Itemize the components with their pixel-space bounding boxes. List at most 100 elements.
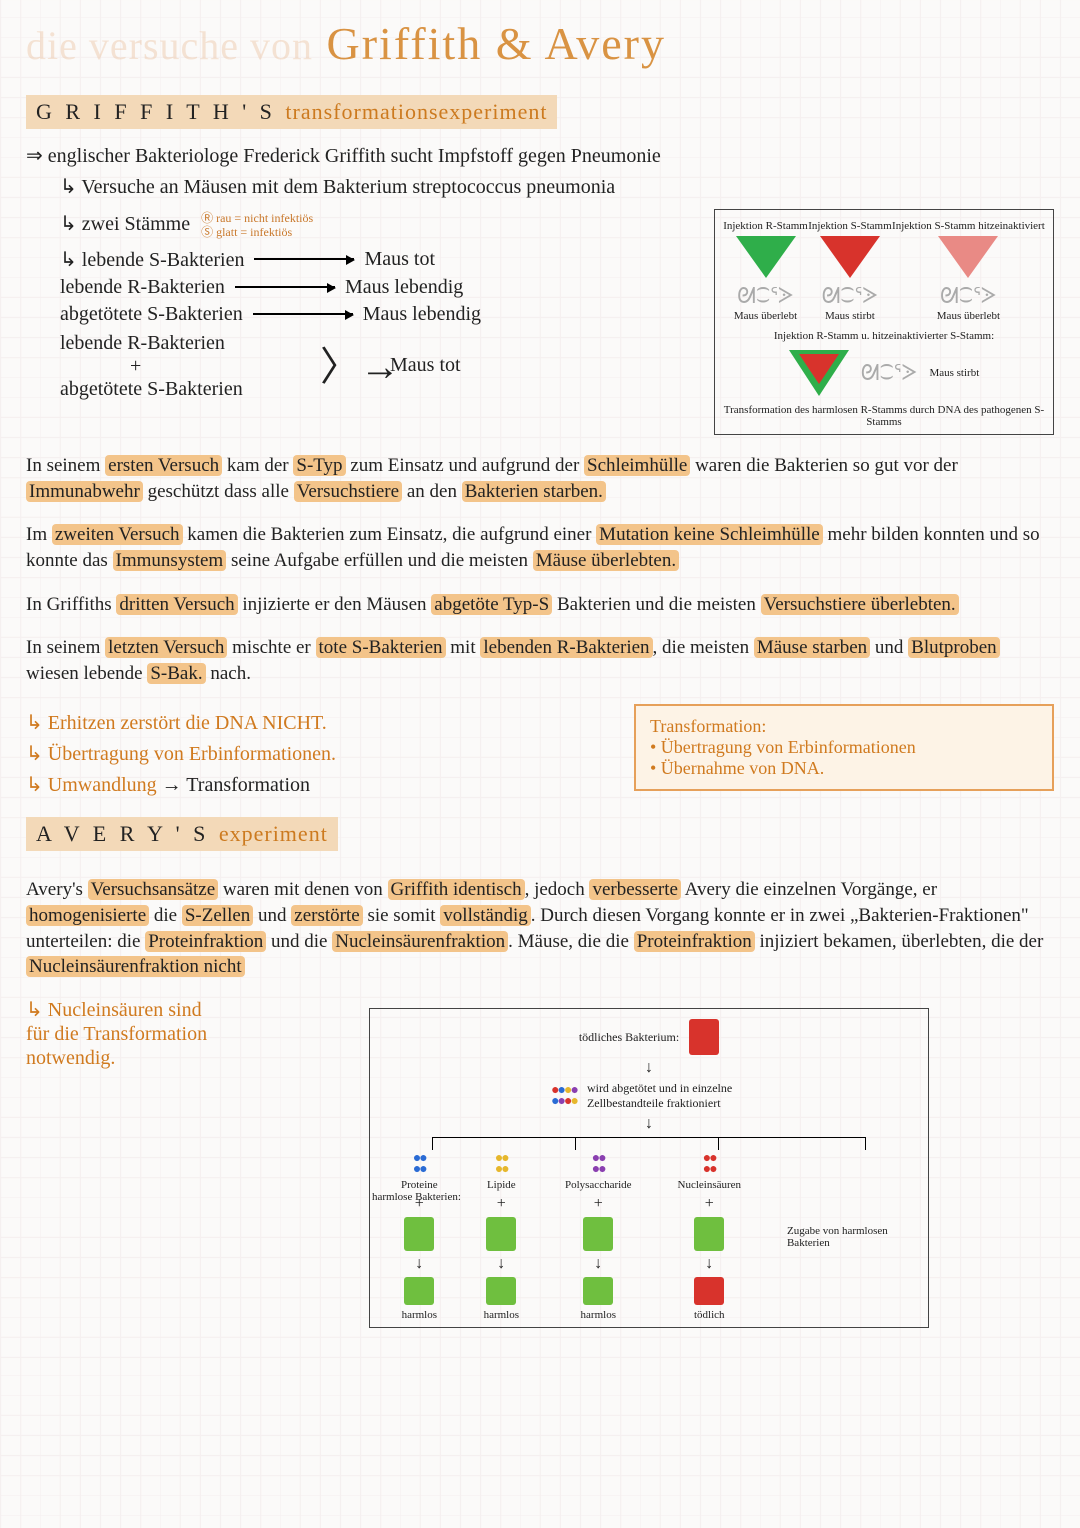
avery-sidenote: ↳ Nucleinsäuren sind für die Transformat… (26, 998, 226, 1070)
defbox-item: • Übertragung von Erbinformationen (650, 737, 1038, 758)
triangle-icon (938, 236, 998, 278)
dots-icon: ●●●● (413, 1153, 426, 1175)
diag-label: Injektion R-Stamm (723, 220, 808, 232)
frac-label: Lipide (487, 1179, 516, 1191)
diag-col: Injektion R-Stamm ᘛ⁐ᕐᐷ Maus überlebt (723, 220, 808, 322)
down-arrow-icon: ↓ (705, 1255, 713, 1273)
frac-label: Proteine (401, 1179, 438, 1191)
result-row: abgetötete S-Bakterien Maus lebendig (60, 303, 684, 326)
green-block-icon (694, 1217, 724, 1251)
griffith-para1: In seinem ersten Versuch kam der S-Typ z… (26, 453, 1054, 504)
avery-top-label: tödliches Bakterium: (579, 1030, 679, 1045)
avery-col: ●●●● Nucleinsäuren + ↓ tödlich (678, 1153, 742, 1321)
result-left: abgetötete S-Bakterien (60, 303, 243, 326)
diag-col: Injektion S-Stamm ᘛ⁐ᕐᐷ Maus stirbt (808, 220, 891, 322)
red-block-icon (689, 1019, 719, 1055)
result-right: Maus lebendig (363, 303, 481, 326)
stamm-s: Ⓢ glatt = infektiös (201, 226, 313, 239)
frac-label: Nucleinsäuren (678, 1179, 742, 1191)
concl-line: Übertragung von Erbinformationen. (26, 741, 604, 766)
title: die versuche von Griffith & Avery (26, 16, 1054, 71)
result-label: harmlos (581, 1309, 616, 1321)
green-block-icon (404, 1217, 434, 1251)
mouse-icon: ᘛ⁐ᕐᐷ (737, 286, 794, 306)
griffith-line3: zwei Stämme Ⓡ rau = nicht infektiös Ⓢ gl… (60, 211, 684, 239)
arrow-icon (254, 258, 354, 260)
result-label: harmlos (484, 1309, 519, 1321)
harmless-label: harmlose Bakterien: (372, 1191, 461, 1203)
diag-label: Injektion S-Stamm hitzeinaktiviert (892, 220, 1045, 232)
dots-icon: ●●●●●●●● (551, 1085, 577, 1107)
title-main: Griffith & Avery (327, 18, 666, 69)
griffith-line2: Versuche an Mäusen mit dem Bakterium str… (60, 174, 1054, 199)
mix-outcome: Maus stirbt (929, 367, 979, 379)
griffith-para4: In seinem letzten Versuch mischte er tot… (26, 635, 1054, 686)
diag-col: Injektion S-Stamm hitzeinaktiviert ᘛ⁐ᕐᐷ … (892, 220, 1045, 322)
result-right: Maus lebendig (345, 276, 463, 299)
result-left: lebende S-Bakterien (60, 247, 244, 272)
mouse-icon: ᘛ⁐ᕐᐷ (940, 286, 997, 306)
result-label: tödlich (694, 1309, 725, 1321)
griffith-para3: In Griffiths dritten Versuch injizierte … (26, 592, 1054, 618)
avery-header-caps: A V E R Y ' S (36, 821, 209, 846)
mouse-icon: ᘛ⁐ᕐᐷ (861, 363, 918, 383)
concl-line: Erhitzen zerstört die DNA NICHT. (26, 710, 604, 735)
dots-icon: ●●●● (592, 1153, 605, 1175)
two-strains-text: zwei Stämme (82, 213, 190, 235)
concl-line: Umwandlung → Transformation (26, 772, 604, 797)
plus-icon: + (705, 1195, 714, 1213)
green-block-icon (404, 1277, 434, 1305)
defbox-title: Transformation: (650, 716, 1038, 737)
brace-icon: 〉→ (320, 334, 400, 392)
diag-footer: Transformation des harmlosen R-Stamms du… (723, 404, 1045, 428)
red-block-icon (694, 1277, 724, 1305)
plus-icon: + (497, 1195, 506, 1213)
arrow-icon (253, 313, 353, 315)
diag-outcome: Maus überlebt (734, 310, 797, 322)
page: die versuche von Griffith & Avery G R I … (0, 0, 1080, 1358)
dots-icon: ●●●● (495, 1153, 508, 1175)
triangle-icon (736, 236, 796, 278)
griffith-para2: Im zweiten Versuch kamen die Bakterien z… (26, 522, 1054, 573)
griffith-line1: englischer Bakteriologe Frederick Griffi… (26, 143, 1054, 168)
triangle-icon (820, 236, 880, 278)
avery-header: A V E R Y ' S experiment (26, 817, 338, 851)
avery-para: Avery's Versuchsansätze waren mit denen … (26, 877, 1054, 980)
diag-label: Injektion S-Stamm (808, 220, 891, 232)
green-block-icon (486, 1217, 516, 1251)
green-block-icon (583, 1277, 613, 1305)
defbox-item: • Übernahme von DNA. (650, 758, 1038, 779)
add-label: Zugabe von harmlosen Bakterien (787, 1225, 897, 1249)
results-list: lebende S-Bakterien Maus tot lebende R-B… (60, 247, 684, 401)
result-row: lebende R-Bakterien Maus lebendig (60, 276, 684, 299)
result-row: lebende S-Bakterien Maus tot (60, 247, 684, 272)
avery-col: ●●●● Proteine + ↓ harmlos (401, 1153, 438, 1321)
diag-outcome: Maus überlebt (937, 310, 1000, 322)
dots-icon: ●●●● (703, 1153, 716, 1175)
arrow-icon (235, 286, 335, 288)
down-arrow-icon: ↓ (497, 1255, 505, 1273)
green-block-icon (486, 1277, 516, 1305)
griffith-header: G R I F F I T H ' S transformationsexper… (26, 95, 557, 129)
griffith-header-rest: transformationsexperiment (285, 99, 547, 124)
avery-col: ●●●● Polysaccharide + ↓ harmlos (565, 1153, 632, 1321)
combined-result: lebende R-Bakterien + abgetötete S-Bakte… (60, 332, 684, 401)
definition-box: Transformation: • Übertragung von Erbinf… (634, 704, 1054, 791)
avery-header-rest: experiment (219, 821, 328, 846)
result-left: lebende R-Bakterien (60, 276, 225, 299)
plus-icon: + (594, 1195, 603, 1213)
griffith-header-caps: G R I F F I T H ' S (36, 99, 276, 124)
conclusions: Erhitzen zerstört die DNA NICHT. Übertra… (26, 704, 604, 803)
stamm-r: Ⓡ rau = nicht infektiös (201, 212, 313, 225)
down-arrow-icon: ↓ (645, 1059, 653, 1077)
down-arrow-icon: ↓ (594, 1255, 602, 1273)
down-arrow-icon: ↓ (645, 1115, 653, 1133)
result-label: harmlos (402, 1309, 437, 1321)
green-block-icon (583, 1217, 613, 1251)
title-prefix: die versuche von (26, 23, 313, 68)
diag-outcome: Maus stirbt (825, 310, 875, 322)
avery-step: wird abgetötet und in einzelne Zellbesta… (587, 1081, 747, 1111)
frac-label: Polysaccharide (565, 1179, 632, 1191)
result-right: Maus tot (364, 248, 435, 271)
combine-result: Maus tot (390, 354, 461, 377)
